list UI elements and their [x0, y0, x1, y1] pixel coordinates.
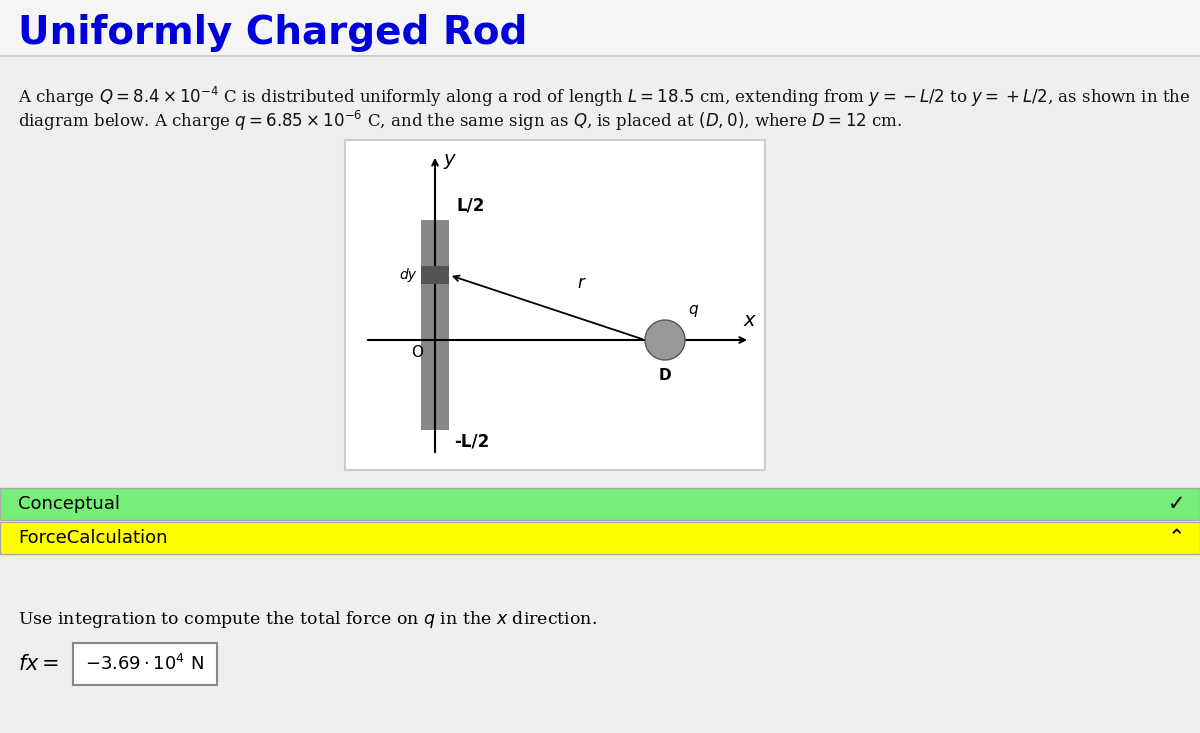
Text: O: O [410, 345, 424, 360]
Bar [421, 266, 449, 284]
Text: x: x [744, 311, 755, 330]
Text: r: r [577, 274, 584, 292]
Text: Uniformly Charged Rod: Uniformly Charged Rod [18, 14, 527, 52]
Bar [0, 488, 1200, 520]
FancyBboxPatch shape [73, 643, 217, 685]
Text: y: y [443, 150, 455, 169]
Text: Conceptual: Conceptual [18, 495, 120, 513]
Text: ForceCalculation: ForceCalculation [18, 529, 168, 547]
Text: diagram below. A charge $q = 6.85 \times 10^{-6}$ C, and the same sign as $Q$, i: diagram below. A charge $q = 6.85 \times… [18, 109, 902, 133]
Text: L/2: L/2 [457, 197, 485, 215]
Text: $-3.69 \cdot 10^{4}\ \mathrm{N}$: $-3.69 \cdot 10^{4}\ \mathrm{N}$ [85, 654, 204, 674]
Bar [0, 522, 1200, 554]
Text: dy: dy [398, 268, 416, 282]
Text: D: D [659, 368, 671, 383]
Text: q: q [688, 302, 697, 317]
Text: -L/2: -L/2 [454, 433, 490, 451]
Text: Use integration to compute the total force on $q$ in the $x$ direction.: Use integration to compute the total for… [18, 609, 598, 630]
Bar [0, 0, 1200, 56]
Bar [421, 220, 449, 430]
Text: A charge $Q = 8.4 \times 10^{-4}$ C is distributed uniformly along a rod of leng: A charge $Q = 8.4 \times 10^{-4}$ C is d… [18, 85, 1190, 109]
Circle shape [646, 320, 685, 360]
Bar [346, 140, 766, 470]
Text: ✓: ✓ [1168, 494, 1186, 514]
Text: ⌃: ⌃ [1168, 528, 1186, 548]
Text: $fx =$: $fx =$ [18, 654, 59, 674]
